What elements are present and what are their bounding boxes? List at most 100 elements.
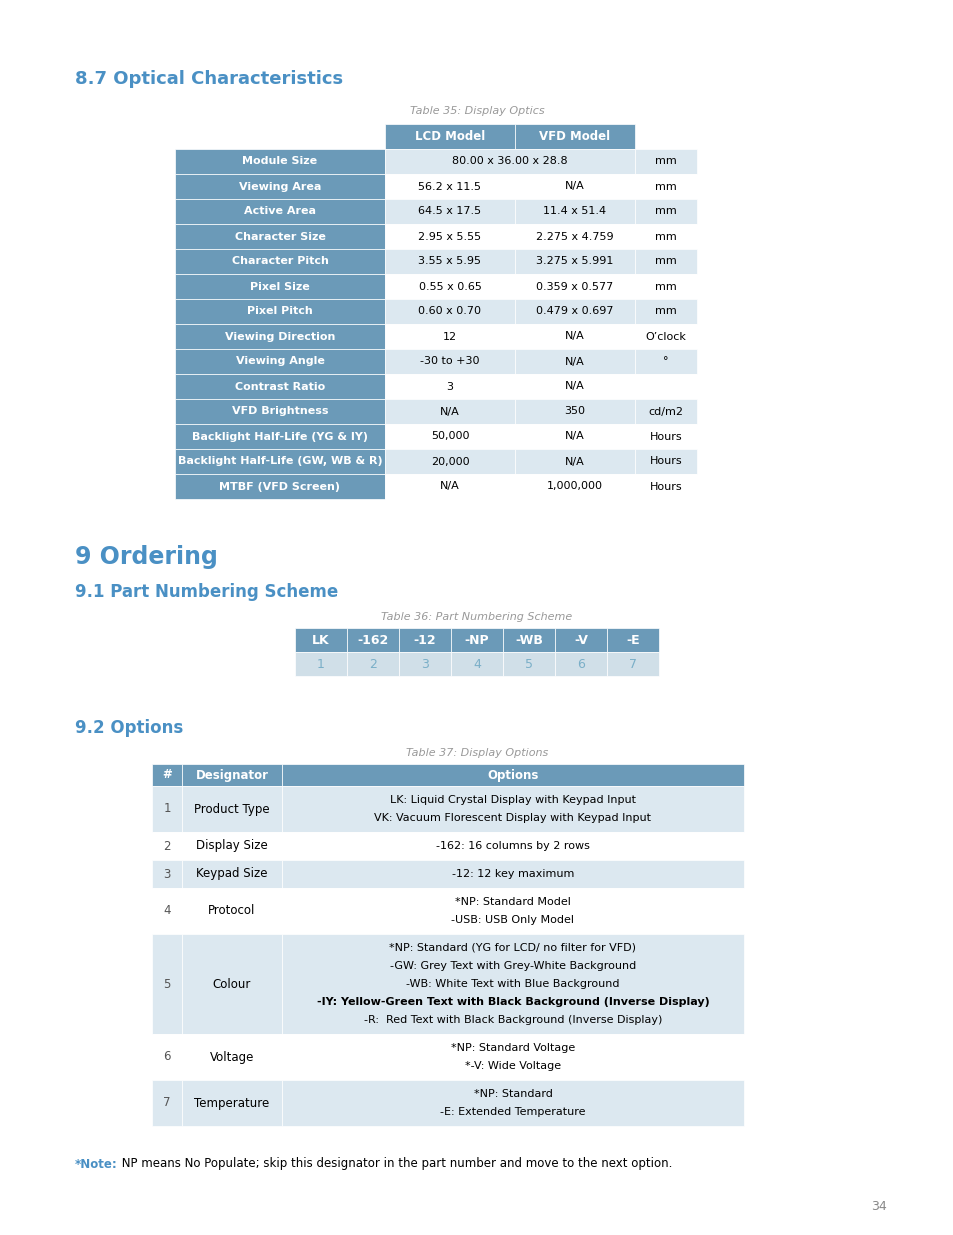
Bar: [635, 474, 697, 499]
Text: -USB: USB Only Model: -USB: USB Only Model: [451, 915, 574, 925]
Text: N/A: N/A: [439, 482, 459, 492]
Bar: [635, 224, 697, 249]
Text: 9.1 Part Numbering Scheme: 9.1 Part Numbering Scheme: [75, 583, 338, 601]
Text: Hours: Hours: [649, 482, 681, 492]
Text: cd/m2: cd/m2: [648, 406, 682, 416]
Bar: [398, 652, 451, 676]
Bar: [385, 149, 635, 174]
Text: -WB: -WB: [515, 634, 542, 646]
Bar: [515, 399, 635, 424]
Text: 2: 2: [163, 840, 171, 852]
Text: mm: mm: [655, 257, 677, 267]
Bar: [385, 199, 515, 224]
Text: Contrast Ratio: Contrast Ratio: [234, 382, 325, 391]
Text: *-V: Wide Voltage: *-V: Wide Voltage: [464, 1061, 560, 1071]
Text: -162: -162: [357, 634, 388, 646]
Bar: [282, 860, 743, 888]
Bar: [555, 652, 606, 676]
Bar: [152, 764, 182, 785]
Text: N/A: N/A: [564, 357, 584, 367]
Bar: [385, 424, 515, 450]
Text: -12: -12: [414, 634, 436, 646]
Text: LK: Liquid Crystal Display with Keypad Input: LK: Liquid Crystal Display with Keypad I…: [390, 795, 636, 805]
Text: 80.00 x 36.00 x 28.8: 80.00 x 36.00 x 28.8: [452, 157, 567, 167]
Bar: [182, 934, 282, 1034]
Text: Table 37: Display Options: Table 37: Display Options: [405, 748, 548, 758]
Bar: [385, 124, 515, 149]
Bar: [174, 424, 385, 450]
Bar: [174, 174, 385, 199]
Bar: [515, 424, 635, 450]
Bar: [451, 629, 502, 652]
Text: 2.275 x 4.759: 2.275 x 4.759: [536, 231, 613, 242]
Text: 3: 3: [163, 867, 171, 881]
Bar: [606, 652, 659, 676]
Bar: [152, 888, 182, 934]
Bar: [152, 785, 182, 832]
Text: 20,000: 20,000: [430, 457, 469, 467]
Text: -GW: Grey Text with Grey-White Background: -GW: Grey Text with Grey-White Backgroun…: [390, 961, 636, 971]
Bar: [635, 274, 697, 299]
Bar: [385, 399, 515, 424]
Text: *NP: Standard Voltage: *NP: Standard Voltage: [451, 1044, 575, 1053]
Bar: [282, 832, 743, 860]
Text: N/A: N/A: [564, 457, 584, 467]
Bar: [515, 374, 635, 399]
Bar: [635, 199, 697, 224]
Bar: [515, 474, 635, 499]
Bar: [182, 888, 282, 934]
Text: 12: 12: [442, 331, 456, 342]
Text: Display Size: Display Size: [196, 840, 268, 852]
Bar: [174, 249, 385, 274]
Bar: [152, 1079, 182, 1126]
Text: VFD Model: VFD Model: [538, 130, 610, 143]
Text: Keypad Size: Keypad Size: [196, 867, 268, 881]
Bar: [635, 299, 697, 324]
Text: 2.95 x 5.55: 2.95 x 5.55: [418, 231, 481, 242]
Text: Pixel Pitch: Pixel Pitch: [247, 306, 313, 316]
Text: -R:  Red Text with Black Background (Inverse Display): -R: Red Text with Black Background (Inve…: [363, 1015, 661, 1025]
Text: Module Size: Module Size: [242, 157, 317, 167]
Bar: [385, 224, 515, 249]
Bar: [635, 450, 697, 474]
Text: mm: mm: [655, 231, 677, 242]
Text: mm: mm: [655, 157, 677, 167]
Text: Voltage: Voltage: [210, 1051, 253, 1063]
Bar: [385, 474, 515, 499]
Text: Colour: Colour: [213, 977, 251, 990]
Bar: [635, 399, 697, 424]
Bar: [294, 652, 347, 676]
Text: Table 35: Display Optics: Table 35: Display Optics: [409, 106, 544, 116]
Text: #: #: [162, 768, 172, 782]
Bar: [282, 888, 743, 934]
Bar: [174, 274, 385, 299]
Bar: [152, 1034, 182, 1079]
Bar: [555, 629, 606, 652]
Bar: [385, 350, 515, 374]
Text: VK: Vacuum Florescent Display with Keypad Input: VK: Vacuum Florescent Display with Keypa…: [375, 813, 651, 823]
Text: 0.60 x 0.70: 0.60 x 0.70: [418, 306, 481, 316]
Text: 350: 350: [564, 406, 585, 416]
Text: mm: mm: [655, 282, 677, 291]
Bar: [515, 299, 635, 324]
Text: NP means No Populate; skip this designator in the part number and move to the ne: NP means No Populate; skip this designat…: [118, 1157, 672, 1171]
Bar: [635, 174, 697, 199]
Text: Character Size: Character Size: [234, 231, 325, 242]
Text: 7: 7: [628, 657, 637, 671]
Text: N/A: N/A: [564, 382, 584, 391]
Text: -NP: -NP: [464, 634, 489, 646]
Bar: [174, 350, 385, 374]
Text: 1: 1: [316, 657, 325, 671]
Bar: [182, 764, 282, 785]
Bar: [282, 1034, 743, 1079]
Text: Hours: Hours: [649, 431, 681, 441]
Text: Active Area: Active Area: [244, 206, 315, 216]
Bar: [635, 350, 697, 374]
Text: mm: mm: [655, 206, 677, 216]
Text: 4: 4: [473, 657, 480, 671]
Bar: [502, 652, 555, 676]
Bar: [152, 832, 182, 860]
Bar: [635, 424, 697, 450]
Bar: [282, 1079, 743, 1126]
Text: 5: 5: [163, 977, 171, 990]
